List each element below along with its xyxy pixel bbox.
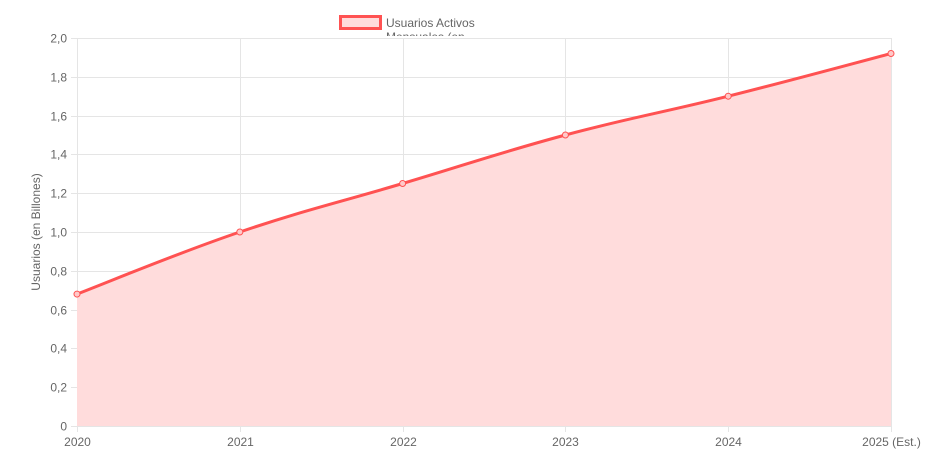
data-point[interactable]: [887, 50, 895, 58]
y-axis-ticks: 0 0,2 0,4 0,6 0,8 1,0 1,2 1,4 1,6 1,8 2,0: [50, 32, 67, 434]
x-axis-ticks: 2020 2021 2022 2023 2024 2025 (Est.): [64, 435, 921, 449]
y-tick-label: 2,0: [50, 32, 67, 46]
legend-swatch[interactable]: [339, 15, 382, 30]
line-layer: [76, 52, 892, 296]
data-point[interactable]: [73, 290, 81, 298]
data-point[interactable]: [561, 131, 569, 139]
y-tick-label: 0,6: [50, 304, 67, 318]
y-tick-label: 1,2: [50, 187, 67, 201]
y-axis-title: Usuarios (en Billones): [29, 173, 43, 290]
legend-label-line-1[interactable]: Usuarios Activos: [386, 16, 475, 30]
legend-label-line-2[interactable]: Mensuales (en: [386, 30, 465, 44]
data-point[interactable]: [724, 92, 732, 100]
y-tick-label: 0: [60, 420, 67, 434]
data-point[interactable]: [236, 228, 244, 236]
y-tick-label: 1,6: [50, 110, 67, 124]
series-line: [76, 52, 892, 296]
y-tick-label: 0,2: [50, 381, 67, 395]
x-tick-label: 2020: [64, 435, 91, 449]
y-tick-label: 1,8: [50, 71, 67, 85]
series-area-fill: [77, 53, 891, 427]
x-tick-label: 2021: [227, 435, 254, 449]
legend[interactable]: Usuarios Activos Mensuales (en: [339, 15, 475, 44]
y-tick-label: 1,0: [50, 226, 67, 240]
point-layer: [73, 50, 895, 298]
y-tick-label: 0,4: [50, 342, 67, 356]
data-point[interactable]: [399, 180, 407, 187]
x-tick-label: 2024: [715, 435, 742, 449]
x-tick-label: 2022: [390, 435, 417, 449]
x-tick-label: 2023: [552, 435, 579, 449]
x-tick-label: 2025 (Est.): [862, 435, 921, 449]
y-tick-label: 0,8: [50, 265, 67, 279]
y-tick-label: 1,4: [50, 148, 67, 162]
area-layer: [77, 53, 891, 427]
